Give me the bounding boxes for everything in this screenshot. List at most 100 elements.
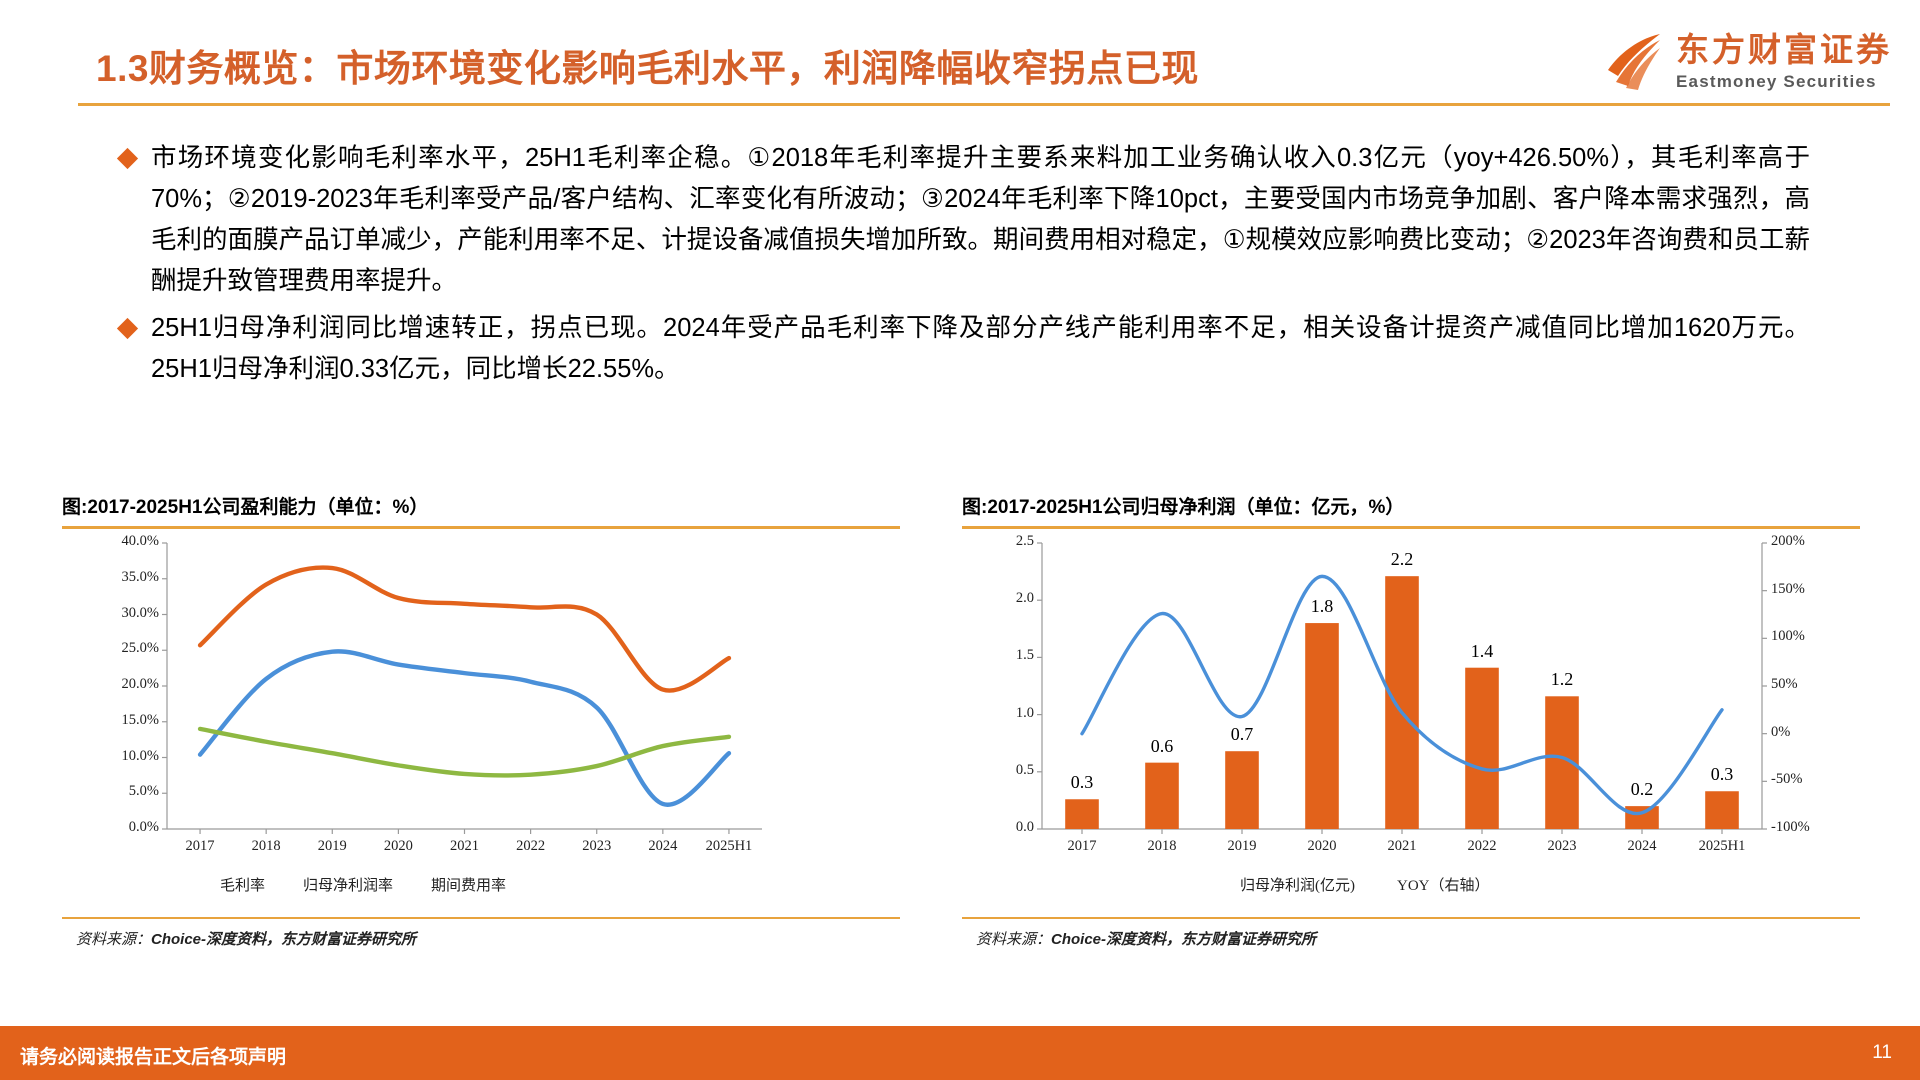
bar-value-label: 1.8 bbox=[1310, 596, 1334, 617]
panel-divider bbox=[962, 526, 1860, 529]
legend-label: 毛利率 bbox=[220, 878, 266, 894]
chart-canvas bbox=[1037, 542, 1767, 834]
bar-chart-area: 2.5 2.0 1.5 1.0 0.5 0.0 200% 150% 100% 50% 0% -50% -… bbox=[962, 529, 1860, 917]
chart-canvas bbox=[162, 542, 762, 834]
line-series-毛利率 bbox=[197, 565, 732, 693]
x-axis-tick-label: 2017 bbox=[1067, 838, 1097, 854]
page-footer: 请务必阅读报告正文后各项声明 11 bbox=[0, 1026, 1920, 1080]
legend-item[interactable]: 毛利率 bbox=[212, 874, 265, 895]
line-chart-area: 40.0% 35.0% 30.0% 25.0% 20.0% 15.0% 10.0% 5.0% 0… bbox=[62, 529, 900, 917]
y2-axis-tick-label: 100% bbox=[1771, 628, 1805, 645]
y-axis-tick-label: 0.0% bbox=[128, 819, 159, 835]
logo-text-en: Eastmoney Securities bbox=[1676, 71, 1877, 91]
x-axis-tick-label: 2021 bbox=[450, 838, 479, 854]
header-divider bbox=[78, 103, 1890, 106]
legend-item[interactable]: 归母净利润率 bbox=[295, 874, 393, 895]
bar-value-label: 0.6 bbox=[1150, 735, 1174, 756]
bullet-item: 市场环境变化影响毛利率水平，25H1毛利率企稳。①2018年毛利率提升主要系来料… bbox=[116, 138, 1810, 302]
x-axis-tick-label: 2022 bbox=[1467, 838, 1497, 854]
y-axis-tick-label: 0.5 bbox=[1015, 761, 1034, 778]
chart-legend: 毛利率 归母净利润率 期间费用率 bbox=[212, 874, 506, 895]
chart-panel-netprofit: 图:2017-2025H1公司归母净利润（单位：亿元，%） 2.5 2.0 1.5 1… bbox=[962, 492, 1860, 949]
bar bbox=[1305, 623, 1339, 829]
panel-divider bbox=[62, 526, 900, 529]
bar bbox=[1625, 806, 1659, 829]
bar bbox=[1705, 791, 1739, 829]
bar-value-label: 1.4 bbox=[1470, 640, 1494, 661]
x-axis-tick-label: 2023 bbox=[582, 838, 612, 854]
y2-axis-tick-label: -100% bbox=[1771, 819, 1810, 835]
bar bbox=[1065, 799, 1099, 829]
bar bbox=[1225, 751, 1259, 829]
legend-label: 期间费用率 bbox=[431, 878, 507, 894]
y2-axis-tick-label: 150% bbox=[1771, 580, 1805, 597]
x-axis-tick-label: 2018 bbox=[251, 838, 281, 854]
bullet-item: 25H1归母净利润同比增速转正，拐点已现。2024年受产品毛利率下降及部分产线产… bbox=[116, 308, 1810, 390]
x-axis-tick-label: 2023 bbox=[1547, 838, 1577, 854]
y2-axis-tick-label: 50% bbox=[1771, 676, 1798, 692]
bullet-text: 市场环境变化影响毛利率水平，25H1毛利率企稳。①2018年毛利率提升主要系来料… bbox=[151, 144, 1810, 295]
line-series-归母净利润率 bbox=[197, 649, 732, 807]
source-body: Choice-深度资料，东方财富证券研究所 bbox=[1051, 931, 1317, 948]
x-axis-tick-label: 2021 bbox=[1387, 838, 1417, 854]
bar bbox=[1145, 762, 1179, 829]
page-title: 1.3财务概览：市场环境变化影响毛利水平，利润降幅收窄拐点已现 bbox=[96, 48, 1199, 89]
y-axis-tick-label: 2.5 bbox=[1015, 533, 1034, 549]
body-content: 市场环境变化影响毛利率水平，25H1毛利率企稳。①2018年毛利率提升主要系来料… bbox=[116, 138, 1810, 396]
source-divider bbox=[962, 917, 1860, 919]
x-axis-tick-label: 2018 bbox=[1147, 838, 1177, 854]
line-series-yoy bbox=[1080, 574, 1724, 816]
y-axis-tick-label: 30.0% bbox=[121, 604, 159, 621]
legend-label: YOY（右轴） bbox=[1397, 878, 1490, 894]
x-axis-tick-label: 2022 bbox=[516, 838, 546, 854]
y-axis-tick-label: 2.0 bbox=[1015, 590, 1034, 607]
x-axis-tick-label: 2020 bbox=[383, 838, 413, 854]
line-series-期间费用率 bbox=[197, 726, 732, 778]
source-prefix: 资料来源： bbox=[976, 931, 1052, 948]
bar-value-label: 1.2 bbox=[1550, 669, 1574, 690]
y-axis-tick-label: 20.0% bbox=[121, 676, 159, 692]
bar-value-label: 0.7 bbox=[1230, 724, 1254, 745]
footer-page-number: 11 bbox=[1872, 1042, 1892, 1063]
legend-item[interactable]: 归母净利润(亿元) bbox=[1232, 874, 1355, 895]
bar-value-label: 0.2 bbox=[1630, 779, 1654, 800]
source-body: Choice-深度资料，东方财富证券研究所 bbox=[151, 931, 417, 948]
bullet-text: 25H1归母净利润同比增速转正，拐点已现。2024年受产品毛利率下降及部分产线产… bbox=[151, 314, 1810, 383]
chart-panel-profitability: 图:2017-2025H1公司盈利能力（单位：%） 40.0% 35.0% 30.0… bbox=[62, 492, 900, 949]
source-note: 资料来源：Choice-深度资料，东方财富证券研究所 bbox=[62, 919, 900, 949]
y-axis-tick-label: 40.0% bbox=[121, 533, 159, 549]
legend-item[interactable]: YOY（右轴） bbox=[1389, 874, 1490, 895]
legend-label: 归母净利润率 bbox=[303, 878, 394, 894]
bar bbox=[1385, 576, 1419, 829]
bar bbox=[1465, 667, 1499, 829]
bar-value-label: 2.2 bbox=[1390, 549, 1414, 570]
x-axis-tick-label: 2025H1 bbox=[1698, 838, 1746, 854]
bar-value-label: 0.3 bbox=[1710, 764, 1734, 785]
chart-title: 图:2017-2025H1公司归母净利润（单位：亿元，%） bbox=[962, 497, 1405, 518]
x-axis-tick-label: 2019 bbox=[1227, 838, 1257, 854]
chart-legend: 归母净利润(亿元) YOY（右轴） bbox=[1232, 874, 1490, 895]
y-axis-tick-label: 15.0% bbox=[121, 711, 159, 728]
x-axis-tick-label: 2020 bbox=[1307, 838, 1337, 854]
y2-axis-tick-label: 200% bbox=[1771, 533, 1805, 549]
y-axis-tick-label: 1.0 bbox=[1015, 704, 1034, 721]
source-prefix: 资料来源： bbox=[76, 931, 152, 948]
x-axis-tick-label: 2017 bbox=[185, 838, 215, 854]
logo-text-cn: 东方财富证券 bbox=[1676, 30, 1892, 68]
y-axis-tick-label: 10.0% bbox=[121, 747, 159, 764]
diamond-bullet-icon bbox=[116, 317, 139, 340]
x-axis-tick-label: 2024 bbox=[648, 838, 678, 854]
y-axis-tick-label: 1.5 bbox=[1015, 647, 1034, 664]
diamond-bullet-icon bbox=[116, 147, 139, 170]
chart-title: 图:2017-2025H1公司盈利能力（单位：%） bbox=[62, 497, 429, 518]
page-header: 1.3财务概览：市场环境变化影响毛利水平，利润降幅收窄拐点已现 东方财富证券 E… bbox=[0, 0, 1920, 124]
source-divider bbox=[62, 917, 900, 919]
legend-item[interactable]: 期间费用率 bbox=[423, 874, 506, 895]
source-note: 资料来源：Choice-深度资料，东方财富证券研究所 bbox=[962, 919, 1860, 949]
y-axis-tick-label: 0.0 bbox=[1015, 819, 1034, 835]
y-axis-tick-label: 5.0% bbox=[128, 783, 159, 800]
x-axis-tick-label: 2019 bbox=[317, 838, 347, 854]
y-axis-tick-label: 25.0% bbox=[121, 640, 159, 657]
y-axis-tick-label: 35.0% bbox=[121, 568, 159, 585]
bar-value-label: 0.3 bbox=[1070, 772, 1094, 793]
